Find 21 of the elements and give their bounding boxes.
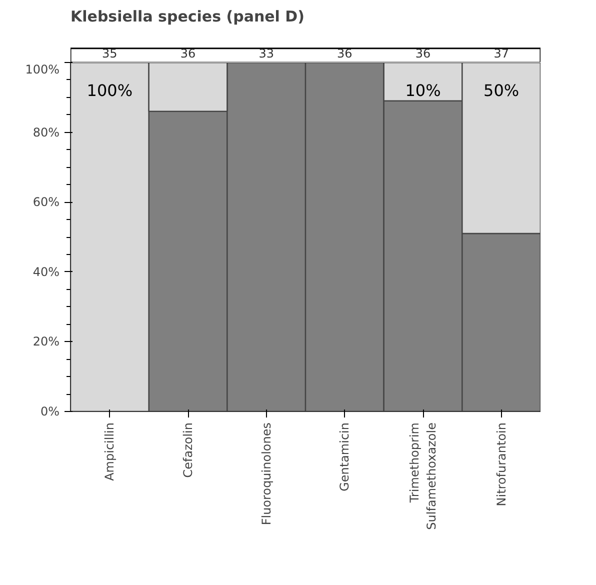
x-tick-label: Trimethoprim Sulfamethoxazole [408,422,438,530]
y-tick-label: 80% [32,125,60,140]
text: 35 [102,46,118,61]
y-tick-label: 20% [32,334,60,349]
y-tick-label: 0% [40,404,60,418]
text: 36 [415,46,431,61]
y-tick-label: 40% [32,264,60,279]
x-tick-label: Gentamicin [338,422,352,492]
y-tick-label: 60% [32,195,60,210]
annotation: 50% [484,81,520,100]
x-tick-label: Ampicillin [102,422,117,481]
annotation: 100% [86,81,133,100]
x-tick-label: Nitrofurantoin [494,422,508,506]
x-tick-label: Cefazolin [181,422,195,478]
y-tick-label: 100% [25,62,60,76]
text: 36 [180,46,196,61]
text: 36 [337,46,352,61]
x-tick-label: Fluoroquinolones [259,422,274,526]
text: 37 [494,46,509,61]
annotation: 10% [405,81,441,100]
chart-title: Klebsiella species (panel D) [70,8,304,26]
